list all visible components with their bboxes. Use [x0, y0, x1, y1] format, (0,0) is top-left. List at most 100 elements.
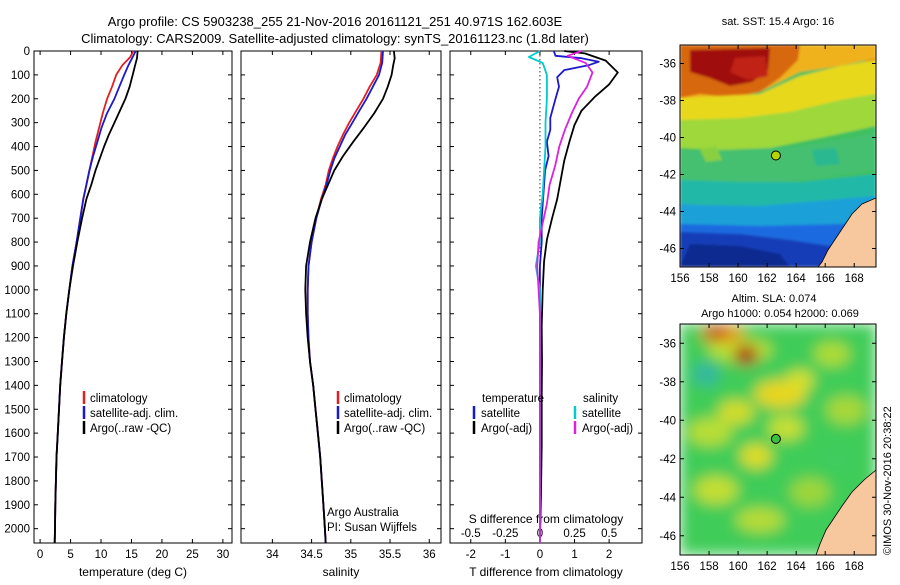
map-x-tick-label: 156: [670, 561, 689, 573]
map-x-tick-label: 156: [670, 273, 689, 285]
x-tick-label: 10: [95, 549, 108, 561]
series-line-salinity-argo-adj-: [536, 50, 594, 543]
difference-legend: temperature salinity satellite Argo(-adj…: [472, 393, 633, 435]
y-tick-label: 1400: [4, 380, 30, 392]
top-x-tick-label: -0.25: [492, 528, 518, 540]
sla-argo-marker: [770, 433, 781, 444]
map-x-tick-label: 164: [787, 273, 807, 285]
salinity-legend: climatology satellite-adj. clim. Argo(..…: [336, 391, 432, 435]
y-tick-label: 1600: [4, 428, 30, 440]
legend-label-climatology: climatology: [90, 393, 148, 405]
temperature-panel: 0 5 10 15 20 25 300100200300400500600700800900…: [4, 46, 233, 579]
map-y-tick-label: -42: [659, 170, 676, 182]
map-y-tick-label: -44: [659, 492, 676, 504]
map-x-tick-label: 162: [758, 561, 777, 573]
legend-label-satellite: satellite-adj. clim.: [344, 408, 432, 420]
y-tick-label: 1000: [4, 285, 30, 297]
legend-label-argo: Argo(..raw -QC): [90, 423, 171, 435]
sst-argo-marker: [770, 150, 781, 161]
x-axis-label: T difference from climatology: [469, 565, 623, 579]
legend-label-climatology: climatology: [344, 393, 402, 405]
map-y-tick-label: -36: [659, 59, 676, 71]
y-tick-label: 1300: [4, 356, 30, 368]
map-y-tick-label: -40: [659, 133, 676, 145]
x-tick-label: 1: [571, 549, 577, 561]
y-tick-label: 0: [24, 46, 30, 58]
y-tick-label: 100: [11, 70, 30, 82]
sla-map-title: Altim. SLA: 0.074: [732, 293, 817, 305]
map-y-tick-label: -38: [659, 377, 676, 389]
map-x-tick-label: 160: [728, 561, 747, 573]
map-y-tick-label: -44: [659, 207, 676, 219]
top-x-axis-label: S difference from climatology: [469, 512, 624, 526]
top-x-tick-label: 0.5: [601, 528, 617, 540]
map-y-tick-label: -46: [659, 244, 676, 256]
series-line-argo-raw-qc-: [53, 50, 139, 544]
sst-map: 156 158 160 162 164 166 168 -36 -38 -40 -42 -44 -46: [659, 44, 877, 285]
x-tick-label: 35.5: [379, 549, 401, 561]
sst-field: [680, 45, 876, 267]
y-tick-label: 2000: [4, 524, 30, 536]
map-x-tick-label: 168: [845, 561, 864, 573]
legend-label-argo: Argo(..raw -QC): [344, 423, 425, 435]
map-x-tick-label: 160: [728, 273, 747, 285]
salinity-panel: 34 34.5 35 35.5 36 salinity: [240, 50, 442, 579]
legend-label-t-satellite: satellite: [481, 408, 520, 420]
difference-panel: -2 -1 0 1 2 T difference from climatology -0.5…: [449, 50, 643, 579]
x-tick-label: 2: [606, 549, 612, 561]
map-x-tick-label: 166: [816, 561, 835, 573]
map-x-tick-label: 166: [816, 273, 835, 285]
map-y-tick-label: -46: [659, 531, 676, 543]
y-tick-label: 300: [11, 118, 30, 130]
x-tick-label: 30: [216, 549, 229, 561]
legend-title-temperature: temperature: [482, 393, 544, 405]
figure-title-line1: Argo profile: CS 5903238_255 21-Nov-2016…: [108, 14, 563, 29]
map-y-tick-label: -40: [659, 415, 676, 427]
y-tick-label: 500: [11, 165, 30, 177]
y-tick-label: 1500: [4, 404, 30, 416]
sla-map: 156 158 160 162 164 166 168 -36 -38 -40 -42 -44 -46: [659, 323, 877, 573]
x-tick-label: 36: [423, 549, 436, 561]
map-x-tick-label: 164: [787, 561, 807, 573]
x-tick-label: 0: [537, 549, 543, 561]
sla-coastline: [815, 469, 876, 555]
plot-frame: [33, 50, 233, 544]
top-x-tick-label: -0.5: [461, 528, 481, 540]
y-tick-label: 1700: [4, 452, 30, 464]
legend-label-satellite: satellite-adj. clim.: [90, 408, 178, 420]
y-tick-label: 400: [11, 142, 30, 154]
sla-map-subtitle: Argo h1000: 0.054 h2000: 0.069: [701, 308, 859, 320]
y-tick-label: 1100: [5, 309, 30, 321]
x-axis-label: temperature (deg C): [79, 565, 187, 579]
sst-map-title: sat. SST: 15.4 Argo: 16: [722, 16, 835, 28]
map-x-tick-label: 162: [758, 273, 777, 285]
map-x-tick-label: 158: [699, 561, 718, 573]
legend-label-s-argo: Argo(-adj): [582, 423, 633, 435]
y-tick-label: 800: [11, 237, 30, 249]
y-tick-label: 700: [11, 213, 30, 225]
copyright-timestamp: ©IMOS 30-Nov-2016 20:38:22: [882, 406, 894, 555]
figure-title-line2: Climatology: CARS2009. Satellite-adjuste…: [81, 31, 589, 46]
map-y-tick-label: -42: [659, 454, 676, 466]
series-line-argo-raw-qc-: [304, 50, 396, 544]
x-tick-label: 35: [344, 549, 357, 561]
sst-coastline: [817, 197, 876, 267]
map-x-tick-label: 168: [845, 273, 864, 285]
x-tick-label: 20: [156, 549, 169, 561]
y-tick-label: 1900: [4, 500, 30, 512]
x-axis-label: salinity: [323, 565, 360, 579]
y-tick-label: 200: [11, 94, 30, 106]
top-x-tick-label: 0.25: [563, 528, 585, 540]
temperature-legend: climatology satellite-adj. clim. Argo(..…: [82, 391, 178, 435]
x-tick-label: -2: [466, 549, 476, 561]
legend-title-salinity: salinity: [583, 393, 618, 405]
legend-label-s-satellite: satellite: [582, 408, 621, 420]
x-tick-label: 15: [125, 549, 138, 561]
plot-frame: [240, 50, 442, 544]
map-y-tick-label: -38: [659, 96, 676, 108]
x-tick-label: 34.5: [300, 549, 322, 561]
y-tick-label: 1200: [4, 333, 30, 345]
legend-label-t-argo: Argo(-adj): [481, 423, 532, 435]
series-line-temperature-argo-adj-: [539, 50, 619, 544]
